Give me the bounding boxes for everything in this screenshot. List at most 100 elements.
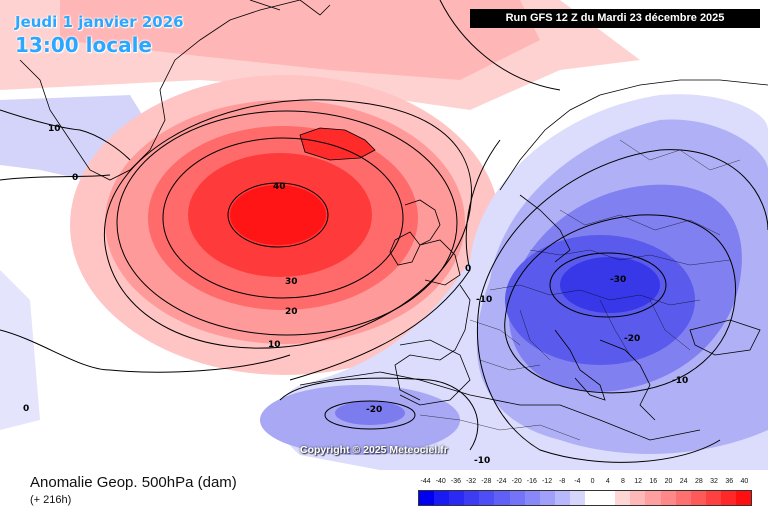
legend-swatch xyxy=(690,491,706,505)
legend-label: -44 xyxy=(420,478,431,485)
legend-label: -36 xyxy=(450,478,462,485)
color-legend: -44 -40 -36 -32 -28 -24 -20 -16 -12 -8 -4 0 4 8 12 16 20… xyxy=(418,478,752,506)
ireland-coast xyxy=(389,231,421,266)
legend-label: -12 xyxy=(541,478,553,485)
legend-swatch xyxy=(419,491,435,505)
legend-label: -4 xyxy=(574,478,581,485)
run-info: Run GFS 12 Z du Mardi 23 décembre 2025 xyxy=(470,9,760,28)
forecast-time: 13:00 locale xyxy=(15,33,152,57)
contour-label: -10 xyxy=(476,295,492,305)
legend-bar xyxy=(418,490,752,506)
contour-lines xyxy=(0,0,768,463)
italy-coast xyxy=(554,329,606,401)
legend-label: -24 xyxy=(496,478,507,485)
legend-swatch xyxy=(554,491,570,505)
legend-swatch xyxy=(569,491,586,505)
legend-label: 36 xyxy=(725,478,734,485)
contour-label: -10 xyxy=(672,376,688,386)
legend-swatch xyxy=(479,491,495,505)
legend-swatch xyxy=(464,491,480,505)
contour-10 xyxy=(103,99,472,349)
legend-swatch xyxy=(600,491,616,505)
contour-m10-africa xyxy=(279,377,479,451)
legend-swatch xyxy=(524,491,540,505)
chart-title: Anomalie Geop. 500hPa (dam) xyxy=(30,474,237,491)
legend-swatch xyxy=(675,491,691,505)
black-sea xyxy=(689,319,761,356)
contour-label: 0 xyxy=(465,264,471,274)
contour-label: 30 xyxy=(285,277,298,287)
legend-label: -8 xyxy=(559,478,566,485)
legend-label: 4 xyxy=(605,478,610,485)
northern-positive-field-inner xyxy=(60,0,540,80)
contour-label: -20 xyxy=(366,405,382,415)
legend-label: -40 xyxy=(435,478,446,485)
low-anomaly-peak xyxy=(560,257,660,313)
contour-label: 10 xyxy=(48,124,61,134)
contour-label: 40 xyxy=(273,182,286,192)
legend-swatch xyxy=(585,491,601,505)
europe-west-coast xyxy=(394,284,471,401)
contour-m30 xyxy=(549,252,667,318)
contour-label: 20 xyxy=(285,307,298,317)
contour-label: 10 xyxy=(268,340,281,350)
legend-swatch xyxy=(434,491,450,505)
contour-30 xyxy=(162,137,404,299)
high-anomaly-peak xyxy=(230,185,326,245)
legend-label: 8 xyxy=(621,478,625,485)
contour-0-east xyxy=(289,0,561,381)
greenland-coast xyxy=(19,0,301,181)
legend-label: 32 xyxy=(710,478,718,485)
iberia-coast xyxy=(399,339,471,406)
copyright-notice: Copyright © 2025 Meteociel.fr xyxy=(300,444,448,456)
contour-m10 xyxy=(477,149,768,463)
legend-swatch xyxy=(735,491,752,505)
legend-swatch xyxy=(630,491,646,505)
iceland-coast xyxy=(299,127,376,161)
anomaly-map: 10 0 40 30 20 10 0 -10 -30 -20 -10 -20 -… xyxy=(0,0,768,470)
legend-label: -28 xyxy=(481,478,492,485)
coastlines xyxy=(19,0,768,441)
contour-label: -20 xyxy=(624,334,640,344)
atlantic-low-anomaly-core xyxy=(335,401,405,425)
legend-swatch xyxy=(494,491,510,505)
norway-coast xyxy=(499,79,768,191)
legend-label: -16 xyxy=(526,478,537,485)
contour-20 xyxy=(116,110,458,336)
legend-label: 12 xyxy=(634,478,643,485)
contour-label: 0 xyxy=(72,173,78,183)
legend-label: 40 xyxy=(740,478,749,485)
africa-coast xyxy=(299,371,701,441)
legend-swatch xyxy=(705,491,721,505)
west-negative-field xyxy=(0,270,40,430)
legend-label: 0 xyxy=(590,478,595,485)
contour-40 xyxy=(227,182,329,248)
contour-greenland-10 xyxy=(0,109,131,161)
legend-swatch xyxy=(615,491,631,505)
greenland-east-coast xyxy=(249,0,331,16)
legend-label: -32 xyxy=(466,478,477,485)
legend-label: 20 xyxy=(664,478,673,485)
contour-label: -30 xyxy=(610,275,626,285)
contour-m20 xyxy=(504,214,737,394)
legend-swatch xyxy=(660,491,676,505)
contour-label: -10 xyxy=(474,456,490,466)
legend-swatch xyxy=(509,491,525,505)
england-coast xyxy=(419,239,461,286)
legend-label: 16 xyxy=(649,478,658,485)
legend-swatch xyxy=(645,491,661,505)
legend-swatch xyxy=(539,491,555,505)
legend-labels: -44 -40 -36 -32 -28 -24 -20 -16 -12 -8 -4 0 4 8 12 16 20… xyxy=(418,478,752,488)
scotland-coast xyxy=(404,199,441,246)
contour-label: 0 xyxy=(23,404,29,414)
legend-swatch xyxy=(720,491,736,505)
forecast-lead-time: (+ 216h) xyxy=(30,494,72,506)
legend-label: -20 xyxy=(511,478,522,485)
contour-label-group: 10 0 40 30 20 10 0 -10 -30 -20 -10 -20 -… xyxy=(23,124,688,466)
contour-0-west xyxy=(0,174,291,373)
contour-m20-atlantic xyxy=(324,400,416,430)
legend-label: 24 xyxy=(679,478,688,485)
legend-label: 28 xyxy=(694,478,703,485)
balkan-coast xyxy=(599,339,656,421)
legend-swatch xyxy=(449,491,465,505)
